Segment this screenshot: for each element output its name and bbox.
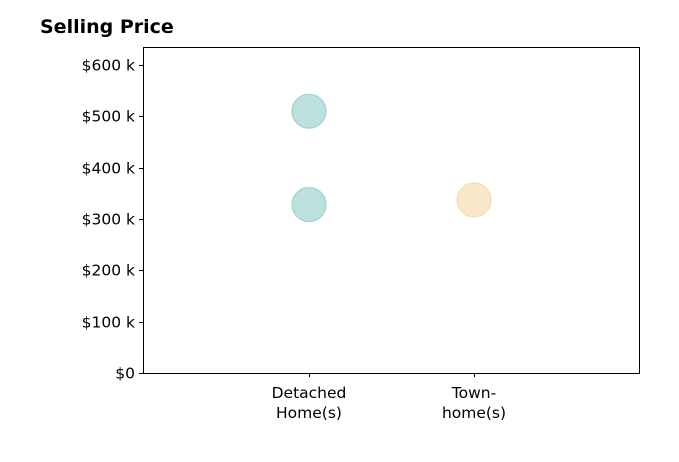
y-tick-label-4: $400 k — [82, 160, 135, 178]
y-tick-label-0: $0 — [115, 365, 135, 383]
x-tick-label-0-line-0: Detached — [272, 384, 347, 402]
x-tick-label-1: Town-home(s) — [442, 384, 506, 422]
x-tick-label-1-line-0: Town- — [451, 384, 496, 402]
y-tick-label-5: $500 k — [82, 108, 135, 126]
y-tick-label-2: $200 k — [82, 262, 135, 280]
x-tick-label-0-line-1: Home(s) — [276, 404, 342, 422]
y-tick-label-6: $600 k — [82, 57, 135, 75]
x-tick-label-0: Detached Home(s) — [272, 384, 347, 422]
x-tick-label-1-line-1: home(s) — [442, 404, 506, 422]
data-point-2 — [456, 182, 492, 218]
plot-frame — [143, 47, 640, 374]
chart-title: Selling Price — [40, 16, 174, 38]
data-point-0 — [291, 93, 327, 129]
y-tick-label-1: $100 k — [82, 314, 135, 332]
x-axis: Detached Home(s) Town-home(s) — [272, 373, 506, 422]
y-tick-label-3: $300 k — [82, 211, 135, 229]
y-axis: $0 $100 k $200 k $300 k $400 k $500 k $600 k — [82, 57, 143, 383]
data-point-1 — [291, 187, 327, 223]
points-layer — [291, 93, 492, 223]
